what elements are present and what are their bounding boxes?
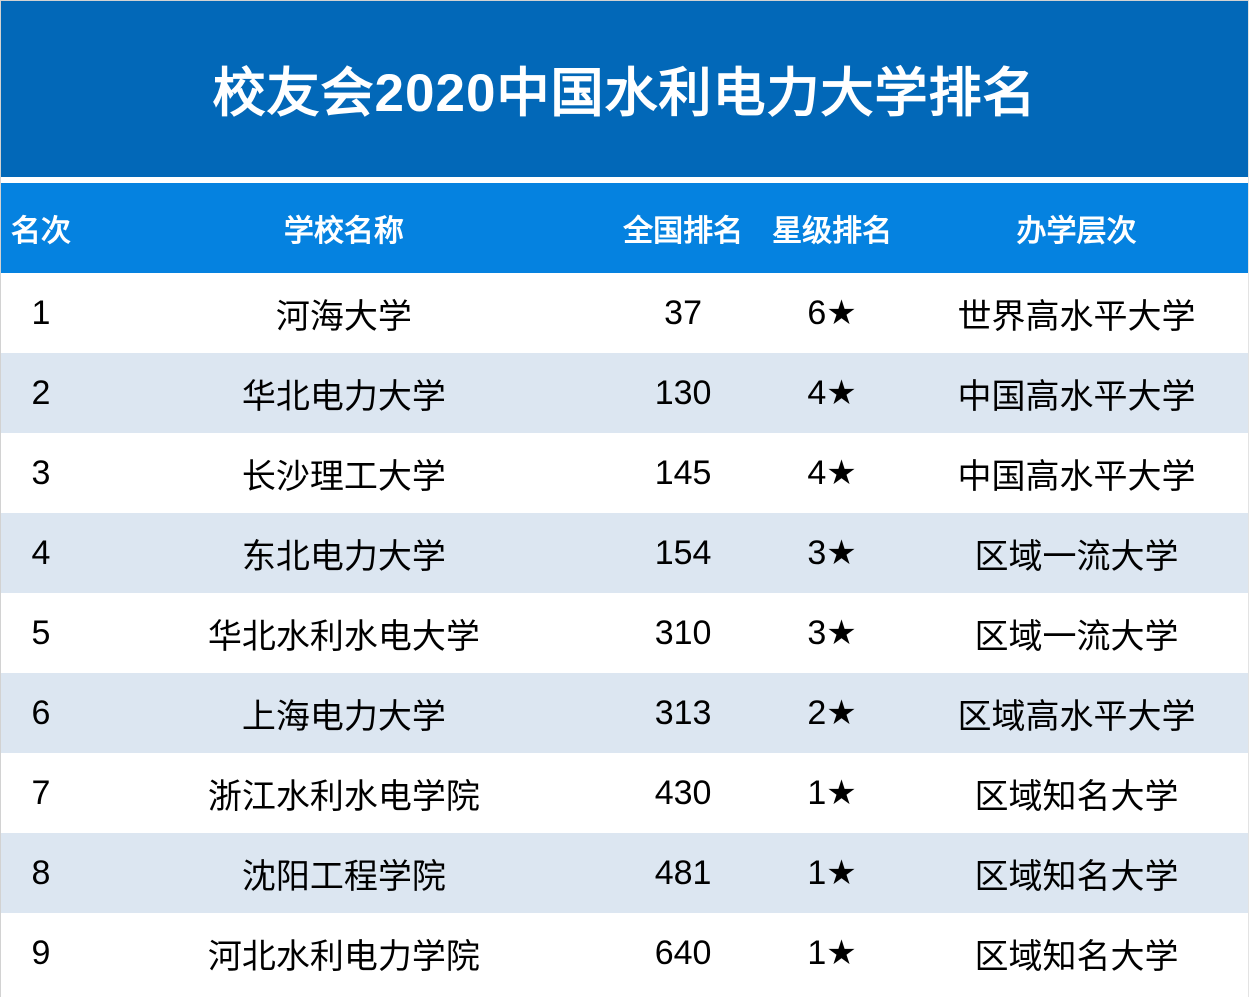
cell-rank: 5	[31, 613, 51, 652]
cell-rank: 6	[31, 693, 51, 732]
table-body: 1 河海大学 37 6★ 世界高水平大学 2 华北电力大学 130 4★ 中国高水平大学 3 长沙理工…	[1, 273, 1248, 993]
cell-school: 沈阳工程学院	[241, 857, 446, 896]
cell-school: 华北水利水电大学	[207, 617, 480, 656]
cell-national-rank: 481	[654, 853, 712, 892]
page-title: 校友会2020中国水利电力大学排名	[212, 64, 1037, 123]
cell-level: 区域一流大学	[974, 537, 1179, 576]
table-row: 8 沈阳工程学院 481 1★ 区域知名大学	[1, 833, 1248, 913]
table-row: 4 东北电力大学 154 3★ 区域一流大学	[1, 513, 1248, 593]
column-header-school: 学校名称	[283, 215, 404, 248]
cell-rank: 8	[31, 853, 51, 892]
cell-school: 上海电力大学	[241, 697, 446, 736]
cell-star-rating: 6★	[807, 294, 857, 332]
cell-star-rating: 1★	[807, 854, 857, 892]
cell-school: 长沙理工大学	[241, 457, 446, 496]
table-row: 9 河北水利电力学院 640 1★ 区域知名大学	[1, 913, 1248, 993]
cell-level: 区域高水平大学	[957, 697, 1196, 736]
cell-school: 东北电力大学	[241, 537, 446, 576]
cell-national-rank: 130	[654, 373, 712, 412]
column-header-level: 办学层次	[1016, 215, 1137, 248]
cell-rank: 2	[31, 373, 51, 412]
cell-rank: 1	[31, 293, 51, 332]
cell-national-rank: 37	[664, 293, 702, 332]
column-header-rank: 名次	[10, 215, 71, 248]
cell-national-rank: 310	[654, 613, 712, 652]
cell-level: 区域一流大学	[974, 617, 1179, 656]
table-row: 6 上海电力大学 313 2★ 区域高水平大学	[1, 673, 1248, 753]
column-header-national-rank: 全国排名	[623, 215, 744, 248]
cell-level: 区域知名大学	[974, 777, 1179, 816]
table-row: 5 华北水利水电大学 310 3★ 区域一流大学	[1, 593, 1248, 673]
cell-school: 浙江水利水电学院	[207, 777, 480, 816]
table-row: 3 长沙理工大学 145 4★ 中国高水平大学	[1, 433, 1248, 513]
cell-level: 世界高水平大学	[957, 297, 1196, 336]
table-row: 7 浙江水利水电学院 430 1★ 区域知名大学	[1, 753, 1248, 833]
cell-star-rating: 1★	[807, 934, 857, 972]
cell-school: 河北水利电力学院	[207, 937, 480, 976]
table-row: 1 河海大学 37 6★ 世界高水平大学	[1, 273, 1248, 353]
cell-national-rank: 640	[654, 933, 712, 972]
cell-star-rating: 2★	[807, 694, 857, 732]
cell-level: 中国高水平大学	[957, 457, 1196, 496]
cell-star-rating: 1★	[807, 774, 857, 812]
cell-national-rank: 430	[654, 773, 712, 812]
cell-star-rating: 3★	[807, 614, 857, 652]
cell-star-rating: 4★	[807, 454, 857, 492]
cell-level: 区域知名大学	[974, 857, 1179, 896]
cell-rank: 9	[31, 933, 51, 972]
cell-school: 华北电力大学	[241, 377, 446, 416]
cell-national-rank: 145	[654, 453, 712, 492]
table-header-row: 名次 学校名称 全国排名 星级排名 办学层次	[1, 183, 1248, 273]
cell-school: 河海大学	[275, 297, 412, 336]
cell-national-rank: 154	[654, 533, 712, 572]
title-banner: 校友会2020中国水利电力大学排名	[1, 1, 1248, 177]
cell-level: 区域知名大学	[974, 937, 1179, 976]
cell-level: 中国高水平大学	[957, 377, 1196, 416]
cell-star-rating: 4★	[807, 374, 857, 412]
column-header-star-rating: 星级排名	[772, 215, 893, 248]
cell-rank: 4	[31, 533, 51, 572]
cell-rank: 3	[31, 453, 51, 492]
cell-star-rating: 3★	[807, 534, 857, 572]
ranking-table: 名次 学校名称 全国排名 星级排名 办学层次 1 河海大学 37 6★ 世界高水平大学 2…	[1, 183, 1248, 993]
cell-rank: 7	[31, 773, 51, 812]
table-row: 2 华北电力大学 130 4★ 中国高水平大学	[1, 353, 1248, 433]
cell-national-rank: 313	[654, 693, 712, 732]
